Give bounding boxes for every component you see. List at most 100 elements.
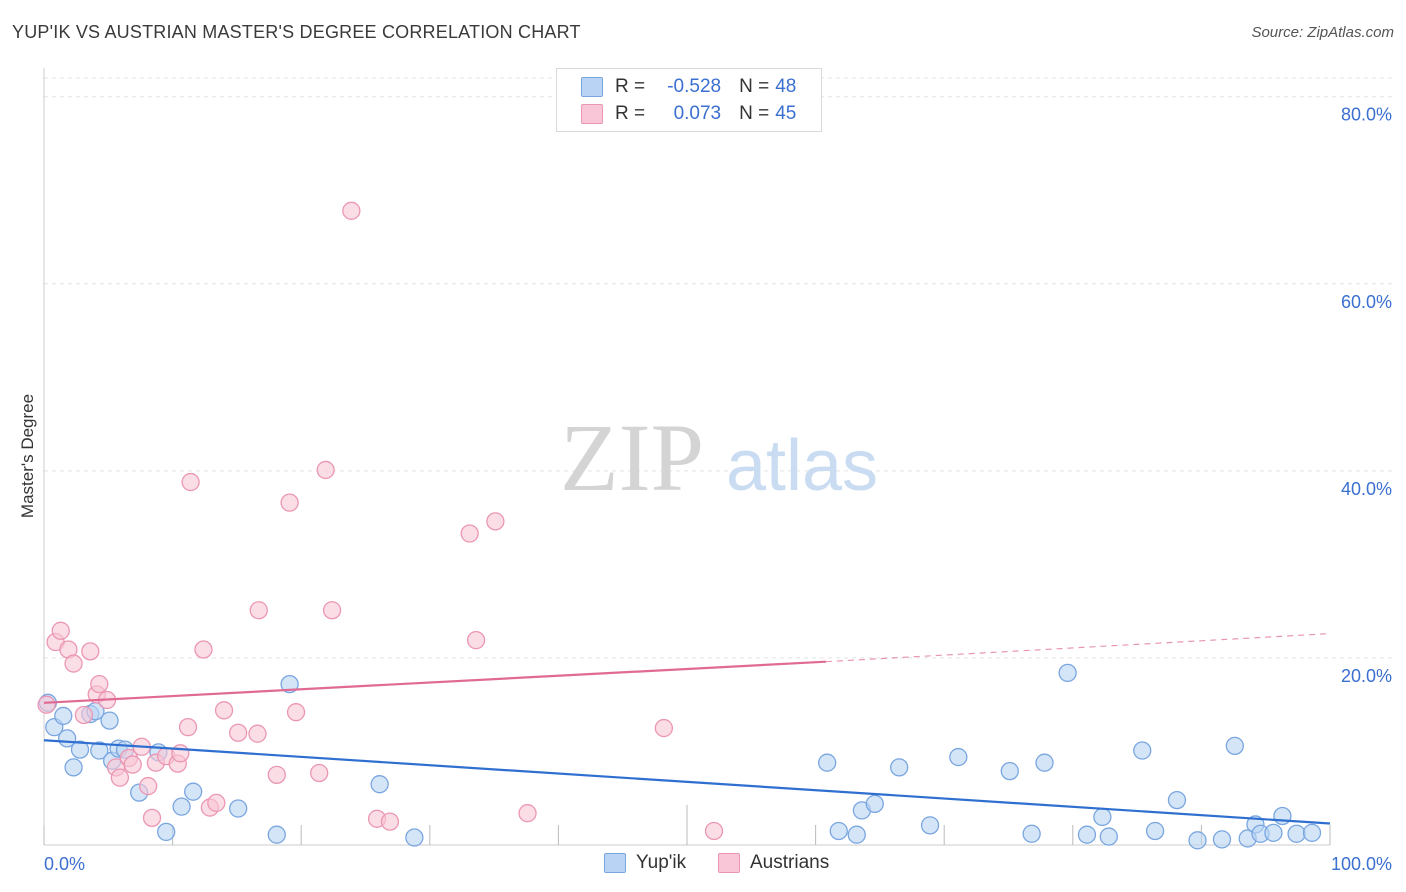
yupik-point [1093,807,1112,827]
yupik-point [1035,753,1054,772]
watermark: ZIP atlas [560,404,878,511]
yupik-point [267,825,286,844]
austrians-point [466,631,486,650]
austrians-point [90,674,109,694]
yupik-point [1022,824,1041,843]
yupik-point [70,740,90,759]
legend-label-austrians: Austrians [750,852,830,873]
r-label: R = [615,103,646,124]
trend-lines [43,633,1331,825]
austrians-point [316,460,335,480]
yupik-point [229,799,248,818]
yupik-point [1133,741,1152,760]
austrians-point [460,524,479,543]
watermark-zip: ZIP [560,404,704,511]
r-value: -0.528 [667,76,722,97]
yupik-point [1264,823,1283,842]
austrians-swatch [718,853,740,873]
yupik-swatch [604,853,626,873]
austrians-trend-line [43,660,826,704]
yupik-point [1099,827,1118,846]
n-value: 48 [775,76,797,97]
y-tick-label: 20.0% [1341,666,1392,686]
austrians-point [229,723,248,742]
austrians-point [171,744,190,763]
austrians-point [51,621,70,640]
y-tick-label: 40.0% [1341,479,1392,499]
y-tick-label: 80.0% [1341,105,1392,125]
yupik-point [1302,823,1322,842]
yupik-point [172,797,191,816]
yupik-point [1287,824,1306,843]
yupik-point [100,711,119,730]
yupik-point [370,775,389,794]
yupik-point [1145,821,1165,841]
yupik-point [405,828,424,847]
n-label: N = [739,76,770,97]
r-value: 0.073 [673,103,722,124]
x-tick-label: 100.0% [1331,854,1392,874]
austrians-point [81,642,100,661]
y-axis-label: Master's Degree [18,394,37,518]
yupik-point [90,741,109,760]
yupik-point [1212,830,1232,849]
legend-row-austrians: R = 0.073 N = 45 [581,102,796,126]
austrians-point [142,808,162,828]
n-label: N = [739,103,770,124]
austrians-point [178,717,198,737]
yupik-point [1167,790,1187,810]
n-value: 45 [775,103,797,124]
yupik-trend-line [43,739,1331,825]
yupik-point [1058,663,1077,683]
austrians-point [280,493,299,512]
yupik-point [280,674,299,694]
yupik-point [1077,825,1097,844]
austrians-point [181,472,200,492]
series-legend: Yup'ik Austrians [0,852,1406,878]
r-label: R = [615,76,646,97]
yupik-point [890,758,909,777]
austrians-point [248,724,267,743]
austrians-point [214,701,234,720]
legend-row-yupik: R = -0.528 N = 48 [581,75,796,99]
yupik-point [865,794,884,813]
chart-title: YUP'IK VS AUSTRIAN MASTER'S DEGREE CORRE… [12,22,581,42]
y-tick-label: 60.0% [1341,292,1392,312]
yupik-point [157,822,176,842]
source-label: Source: ZipAtlas.com [1251,24,1394,41]
austrians-point [139,776,158,796]
yupik-point [818,753,837,772]
yupik-point [1188,831,1207,850]
austrians-point [342,201,361,220]
yupik-point [847,825,866,844]
austrians-point [74,705,94,725]
yupik-point [949,747,968,767]
yupik-point [920,816,940,835]
austrians-point [286,703,306,722]
stats-legend: R = -0.528 N = 48 R = 0.073 N = 45 [556,68,822,132]
yupik-swatch [581,77,603,97]
austrians-point [518,804,537,823]
legend-item-austrians[interactable]: Austrians [718,852,829,874]
austrians-point [249,601,268,620]
austrians-point [64,654,83,673]
yupik-point [829,821,848,841]
axes [43,68,1331,846]
austrians-point [310,763,329,783]
austrians-point [267,765,286,784]
austrians-point [322,601,342,620]
axis-labels: 20.0% 40.0% 60.0% 80.0% 0.0% 100.0% [44,105,1392,874]
yupik-point [54,706,73,726]
legend-item-yupik[interactable]: Yup'ik [604,852,686,874]
austrians-point [110,768,130,787]
yupik-point [184,782,203,801]
austrians-point [207,793,226,813]
austrians-point [704,821,724,841]
yupik-point [64,758,83,777]
watermark-atlas: atlas [726,426,878,506]
yupik-point [1273,806,1292,826]
grid-lines [44,77,1392,659]
austrians-point [194,640,213,659]
points [37,201,1322,850]
